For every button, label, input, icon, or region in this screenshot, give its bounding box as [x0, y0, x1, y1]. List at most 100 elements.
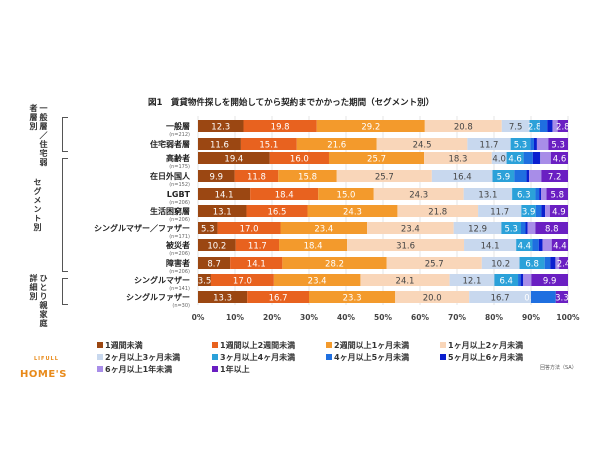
- bar-segment: [198, 170, 235, 182]
- data-label: 15.0: [337, 191, 356, 201]
- bar-segment: [510, 138, 531, 150]
- data-label: 28.2: [325, 260, 344, 270]
- data-label: 16.7: [491, 294, 510, 304]
- sample-size-label: (n=206): [169, 269, 190, 275]
- bar-segment: [506, 152, 524, 164]
- legend-item: 5ヶ月以上6ヶ月未満: [440, 352, 523, 363]
- legend-item: 6ヶ月以上1年未満: [97, 364, 172, 375]
- x-tick-label: 90%: [522, 313, 540, 322]
- bar-segment: [278, 170, 337, 182]
- bar-segment: [217, 222, 281, 234]
- bar-segment: [316, 120, 425, 132]
- bar-segment: [551, 239, 568, 251]
- x-tick-label: 20%: [263, 313, 281, 322]
- data-label: 15.1: [259, 141, 278, 151]
- data-label: 16.0: [290, 155, 309, 165]
- bar-segment: [546, 188, 568, 200]
- x-tick-label: 30%: [300, 313, 318, 322]
- bar-segment: [557, 120, 568, 132]
- bar-segment: [198, 188, 251, 200]
- data-label: 24.3: [343, 208, 362, 218]
- legend-item: 2週間以上1ヶ月未満: [326, 340, 409, 351]
- bar-segment: [210, 274, 274, 286]
- bar-segment: [234, 170, 279, 182]
- bar-segment: [536, 138, 549, 150]
- category-label: 一般層: [166, 121, 190, 131]
- bar-segment: [542, 239, 552, 251]
- data-label: 25.7: [425, 260, 444, 270]
- data-label: 17.0: [233, 277, 252, 287]
- bar-segment: [531, 274, 568, 286]
- bar-segment: [376, 138, 468, 150]
- group-bracket-single-parent: [62, 278, 68, 305]
- bar-segment: [246, 205, 308, 217]
- bar-segment: [307, 205, 398, 217]
- bar-segment: [243, 120, 317, 132]
- legend-label: 1ヶ月以上2ヶ月未満: [448, 341, 524, 350]
- data-label: 29.2: [361, 123, 380, 133]
- bar-segment: [269, 152, 329, 164]
- bar-segment: [525, 222, 528, 234]
- data-label: 12.9: [468, 225, 487, 235]
- data-label: 20.8: [454, 123, 473, 133]
- bar-segment: [541, 205, 546, 217]
- data-label: 11.7: [480, 141, 499, 151]
- legend-swatch: [440, 354, 446, 360]
- bar-segment: [540, 152, 551, 164]
- bar-segment: [492, 170, 515, 182]
- legend-item: 2ヶ月以上3ヶ月未満: [97, 352, 180, 363]
- data-label: 25.7: [367, 155, 386, 165]
- data-label: 5.3: [201, 225, 215, 235]
- data-label: 16.7: [269, 294, 288, 304]
- data-label: 31.6: [396, 242, 415, 252]
- sample-size-label: (n=30): [172, 303, 190, 309]
- data-label: 15.8: [298, 173, 317, 183]
- data-label: 6.4: [499, 277, 513, 287]
- data-label: 3.3: [555, 294, 569, 304]
- legend-item: 1週間以上2週間未満: [212, 340, 295, 351]
- group-bracket-segment: [62, 158, 68, 272]
- bar-segment: [533, 138, 537, 150]
- bar-segment: [491, 152, 507, 164]
- bar-segment: [527, 222, 536, 234]
- data-label: 14.1: [247, 260, 266, 270]
- data-label: 13.1: [478, 191, 497, 201]
- legend-label: 4ヶ月以上5ヶ月未満: [334, 353, 410, 362]
- data-label: 11.7: [490, 208, 509, 218]
- legend-item: 1ヶ月以上2ヶ月未満: [440, 340, 523, 351]
- bar-segment: [532, 152, 541, 164]
- data-label: 11.8: [247, 173, 266, 183]
- data-label: 24.1: [396, 277, 415, 287]
- legend-swatch: [97, 354, 103, 360]
- legend-item: 1年以上: [212, 364, 250, 375]
- bar-segment: [535, 205, 542, 217]
- lifull-homes-logo: LIFULL HOME'S: [20, 356, 67, 381]
- bar-segment: [521, 205, 536, 217]
- data-label: 2.4: [557, 260, 571, 270]
- legend-swatch: [97, 366, 103, 372]
- data-label: 10.2: [491, 260, 510, 270]
- logo-small-text: LIFULL: [34, 356, 59, 362]
- bar-segment: [540, 188, 547, 200]
- data-label: 23.4: [314, 225, 333, 235]
- data-label: 8.7: [207, 260, 221, 270]
- bar-segment: [539, 120, 548, 132]
- x-tick-label: 0%: [192, 313, 205, 322]
- bar-segment: [549, 205, 568, 217]
- bar-segment: [469, 291, 531, 303]
- data-label: 5.3: [504, 225, 518, 235]
- bar-segment: [467, 138, 511, 150]
- x-tick-label: 80%: [485, 313, 503, 322]
- bar-segment: [397, 205, 479, 217]
- data-label: 5.3: [514, 141, 528, 151]
- data-label: 8.8: [545, 225, 559, 235]
- bar-segment: [198, 205, 247, 217]
- group-label-single-parent: ひとり親家庭詳細別: [29, 274, 48, 328]
- bar-segment: [512, 188, 536, 200]
- data-label: 4.6: [553, 155, 567, 165]
- category-label: 住宅弱者層: [150, 139, 190, 149]
- bar-segment: [494, 274, 519, 286]
- bar-segment: [547, 120, 553, 132]
- bar-segment: [464, 239, 517, 251]
- bar-segment: [230, 257, 283, 269]
